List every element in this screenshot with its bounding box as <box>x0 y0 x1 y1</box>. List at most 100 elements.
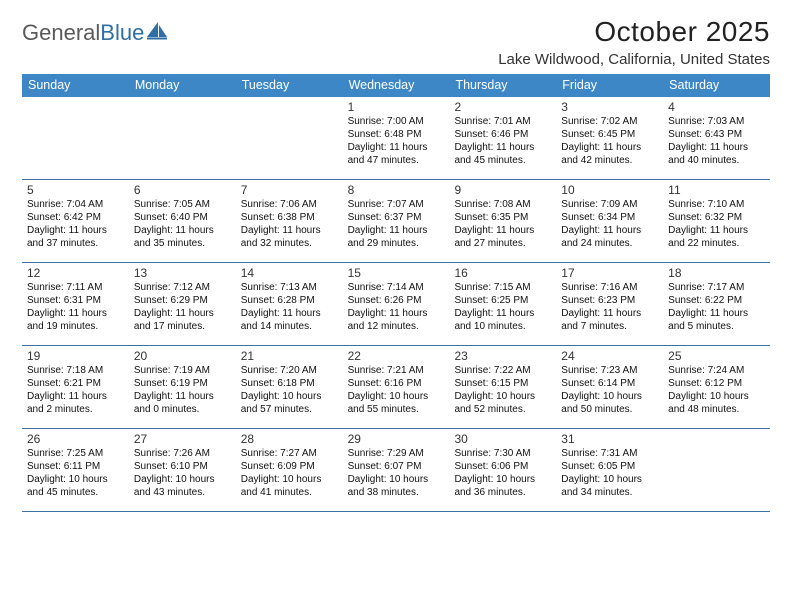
day-line: Daylight: 11 hours <box>454 142 551 155</box>
day-info: Sunrise: 7:16 AMSunset: 6:23 PMDaylight:… <box>561 282 658 333</box>
dow-cell: Wednesday <box>343 74 450 97</box>
day-cell: 22Sunrise: 7:21 AMSunset: 6:16 PMDayligh… <box>343 346 450 428</box>
day-line: Sunset: 6:21 PM <box>27 378 124 391</box>
day-info: Sunrise: 7:09 AMSunset: 6:34 PMDaylight:… <box>561 199 658 250</box>
day-number: 1 <box>348 100 445 115</box>
day-line: Daylight: 11 hours <box>348 225 445 238</box>
day-number: 24 <box>561 349 658 364</box>
title-block: October 2025 Lake Wildwood, California, … <box>498 16 770 68</box>
day-line: Daylight: 10 hours <box>27 474 124 487</box>
day-cell: 27Sunrise: 7:26 AMSunset: 6:10 PMDayligh… <box>129 429 236 511</box>
day-line: and 10 minutes. <box>454 321 551 334</box>
day-info: Sunrise: 7:27 AMSunset: 6:09 PMDaylight:… <box>241 448 338 499</box>
day-line: Sunrise: 7:26 AM <box>134 448 231 461</box>
day-cell: 3Sunrise: 7:02 AMSunset: 6:45 PMDaylight… <box>556 97 663 179</box>
day-line: Daylight: 11 hours <box>27 308 124 321</box>
day-info: Sunrise: 7:01 AMSunset: 6:46 PMDaylight:… <box>454 116 551 167</box>
day-line: and 38 minutes. <box>348 487 445 500</box>
calendar: SundayMondayTuesdayWednesdayThursdayFrid… <box>22 74 770 512</box>
day-line: Daylight: 11 hours <box>561 225 658 238</box>
day-cell: 2Sunrise: 7:01 AMSunset: 6:46 PMDaylight… <box>449 97 556 179</box>
logo-text-gray: General <box>22 20 100 46</box>
day-line: Sunrise: 7:23 AM <box>561 365 658 378</box>
day-number: 22 <box>348 349 445 364</box>
day-line: Sunset: 6:45 PM <box>561 129 658 142</box>
dow-cell: Sunday <box>22 74 129 97</box>
dow-cell: Monday <box>129 74 236 97</box>
day-line: Sunrise: 7:13 AM <box>241 282 338 295</box>
day-cell: 12Sunrise: 7:11 AMSunset: 6:31 PMDayligh… <box>22 263 129 345</box>
day-line: Sunrise: 7:20 AM <box>241 365 338 378</box>
day-line: and 42 minutes. <box>561 155 658 168</box>
day-line: Sunset: 6:31 PM <box>27 295 124 308</box>
day-number: 12 <box>27 266 124 281</box>
day-info: Sunrise: 7:22 AMSunset: 6:15 PMDaylight:… <box>454 365 551 416</box>
dow-row: SundayMondayTuesdayWednesdayThursdayFrid… <box>22 74 770 97</box>
day-cell: 15Sunrise: 7:14 AMSunset: 6:26 PMDayligh… <box>343 263 450 345</box>
day-line: Sunset: 6:10 PM <box>134 461 231 474</box>
day-line: and 41 minutes. <box>241 487 338 500</box>
day-cell: 14Sunrise: 7:13 AMSunset: 6:28 PMDayligh… <box>236 263 343 345</box>
day-line: Daylight: 10 hours <box>241 474 338 487</box>
day-cell: 19Sunrise: 7:18 AMSunset: 6:21 PMDayligh… <box>22 346 129 428</box>
dow-cell: Friday <box>556 74 663 97</box>
day-line: Sunrise: 7:15 AM <box>454 282 551 295</box>
day-info: Sunrise: 7:04 AMSunset: 6:42 PMDaylight:… <box>27 199 124 250</box>
day-line: and 35 minutes. <box>134 238 231 251</box>
week-row: 5Sunrise: 7:04 AMSunset: 6:42 PMDaylight… <box>22 180 770 263</box>
day-line: Sunrise: 7:19 AM <box>134 365 231 378</box>
day-line: Sunrise: 7:25 AM <box>27 448 124 461</box>
week-row: 19Sunrise: 7:18 AMSunset: 6:21 PMDayligh… <box>22 346 770 429</box>
day-line: Sunrise: 7:22 AM <box>454 365 551 378</box>
day-number: 23 <box>454 349 551 364</box>
day-cell <box>663 429 770 511</box>
day-line: Daylight: 11 hours <box>668 142 765 155</box>
dow-cell: Thursday <box>449 74 556 97</box>
day-info: Sunrise: 7:30 AMSunset: 6:06 PMDaylight:… <box>454 448 551 499</box>
day-line: Daylight: 11 hours <box>454 308 551 321</box>
day-number: 8 <box>348 183 445 198</box>
day-line: and 0 minutes. <box>134 404 231 417</box>
day-info: Sunrise: 7:14 AMSunset: 6:26 PMDaylight:… <box>348 282 445 333</box>
day-line: and 45 minutes. <box>27 487 124 500</box>
day-line: Daylight: 11 hours <box>348 308 445 321</box>
sail-icon <box>147 20 169 46</box>
day-line: Sunrise: 7:12 AM <box>134 282 231 295</box>
day-info: Sunrise: 7:26 AMSunset: 6:10 PMDaylight:… <box>134 448 231 499</box>
day-number: 20 <box>134 349 231 364</box>
day-line: and 17 minutes. <box>134 321 231 334</box>
day-number: 30 <box>454 432 551 447</box>
day-cell: 16Sunrise: 7:15 AMSunset: 6:25 PMDayligh… <box>449 263 556 345</box>
day-info: Sunrise: 7:21 AMSunset: 6:16 PMDaylight:… <box>348 365 445 416</box>
day-line: Daylight: 11 hours <box>668 225 765 238</box>
day-line: Sunset: 6:40 PM <box>134 212 231 225</box>
day-line: Sunrise: 7:08 AM <box>454 199 551 212</box>
day-line: and 29 minutes. <box>348 238 445 251</box>
day-line: Sunrise: 7:21 AM <box>348 365 445 378</box>
day-line: Sunset: 6:32 PM <box>668 212 765 225</box>
day-info: Sunrise: 7:08 AMSunset: 6:35 PMDaylight:… <box>454 199 551 250</box>
day-line: and 2 minutes. <box>27 404 124 417</box>
day-number: 27 <box>134 432 231 447</box>
day-line: Sunrise: 7:06 AM <box>241 199 338 212</box>
day-line: Daylight: 11 hours <box>561 308 658 321</box>
day-line: Sunset: 6:11 PM <box>27 461 124 474</box>
day-line: Sunrise: 7:16 AM <box>561 282 658 295</box>
day-line: and 57 minutes. <box>241 404 338 417</box>
day-line: Daylight: 10 hours <box>348 474 445 487</box>
day-line: Daylight: 11 hours <box>27 391 124 404</box>
day-number: 14 <box>241 266 338 281</box>
day-info: Sunrise: 7:19 AMSunset: 6:19 PMDaylight:… <box>134 365 231 416</box>
day-line: Sunrise: 7:29 AM <box>348 448 445 461</box>
day-info: Sunrise: 7:24 AMSunset: 6:12 PMDaylight:… <box>668 365 765 416</box>
day-cell: 18Sunrise: 7:17 AMSunset: 6:22 PMDayligh… <box>663 263 770 345</box>
day-info: Sunrise: 7:17 AMSunset: 6:22 PMDaylight:… <box>668 282 765 333</box>
day-line: Sunrise: 7:05 AM <box>134 199 231 212</box>
day-line: Daylight: 10 hours <box>348 391 445 404</box>
day-line: Sunset: 6:05 PM <box>561 461 658 474</box>
day-line: Sunset: 6:18 PM <box>241 378 338 391</box>
day-line: Daylight: 11 hours <box>348 142 445 155</box>
day-line: Daylight: 10 hours <box>561 474 658 487</box>
day-info: Sunrise: 7:23 AMSunset: 6:14 PMDaylight:… <box>561 365 658 416</box>
day-cell: 28Sunrise: 7:27 AMSunset: 6:09 PMDayligh… <box>236 429 343 511</box>
